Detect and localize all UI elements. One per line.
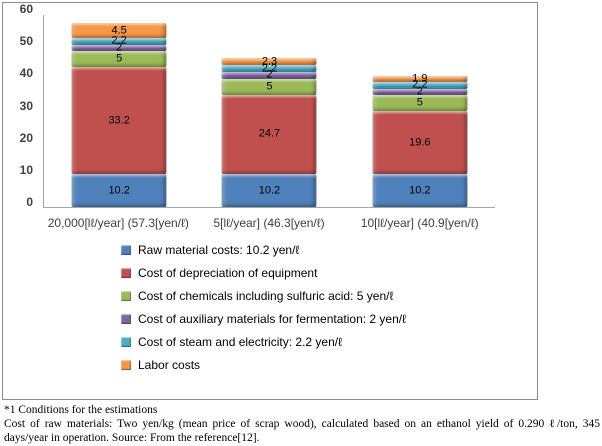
y-axis-tick: 10 [19,162,33,177]
category-label: 5[lℓ/year] (46.3[yen/ℓ) [213,216,325,230]
segment-value-label: 5 [116,52,123,65]
legend-swatch-icon [121,267,131,278]
bar-segment: 4.5 [71,23,167,38]
legend-swatch-icon [121,359,131,370]
bar-stack: 2.3 2.2 2 5 24.7 10.2 [221,56,317,207]
legend-swatch-icon [121,336,131,347]
segment-value-label: 10.2 [409,184,431,197]
y-axis-tick: 50 [19,34,33,49]
bar-segment: 2 [71,42,167,53]
footnote-line1: *1 Conditions for the estimations [4,404,158,416]
segment-value-label: 10.2 [108,184,130,197]
segment-value-label: 4.5 [111,24,127,37]
footnote-text: Cost of raw materials: Two yen/kg (mean … [4,418,600,444]
segment-value-label: 5 [266,80,273,93]
legend-item: Cost of auxiliary materials for fermenta… [121,311,537,326]
bar-segment: 2.2 [71,35,167,46]
bar-segment: 10.2 [372,174,468,207]
bar-segment: 10.2 [71,174,167,207]
legend-swatch-icon [121,290,131,301]
category-label: 20,000[lℓ/year] (57.3[yen/ℓ) [47,216,189,230]
category-label: 10[lℓ/year] (40.9[yen/ℓ) [360,216,479,230]
segment-value-label: 33.2 [108,114,130,127]
legend: Raw material costs: 10.2 yen/ℓ Cost of de… [121,242,537,372]
bar-segment: 10.2 [221,174,317,207]
legend-swatch-icon [121,313,131,324]
segment-value-label: 19.6 [409,136,431,149]
bar-segment: 24.7 [221,94,317,175]
legend-item: Cost of chemicals including sulfuric aci… [121,288,537,303]
legend-swatch-icon [121,244,131,255]
legend-label: Cost of auxiliary materials for fermenta… [138,311,406,326]
bar-stack: 1.9 2.2 2 5 19.6 10.2 [372,73,468,207]
y-axis-tick: 20 [19,130,33,145]
bar-segment: 2.2 [221,63,317,74]
chart-frame: 0 10 20 30 40 50 60 4.5 2.2 2 5 33.2 10.2 2.3 2.2 2 5 24… [2,2,538,400]
bar-segment: 2.3 [221,56,317,67]
bar-segment: 2 [221,69,317,80]
x-axis-labels: 20,000[lℓ/year] (57.3[yen/ℓ) 5[lℓ/year] (… [43,216,495,230]
legend-item: Labor costs [121,357,537,372]
bar-segment: 5 [372,95,468,112]
bar-column: 1.9 2.2 2 5 19.6 10.2 [345,15,495,207]
legend-label: Cost of steam and electricity: 2.2 yen/ℓ [138,334,342,349]
bar-segment: 5 [71,51,167,68]
stacked-bar-plot: 4.5 2.2 2 5 33.2 10.2 2.3 2.2 2 5 24.7 10.2 1.9 2.2 2 5… [43,15,495,208]
bar-segment: 2.2 [372,79,468,90]
footnote: *1 Conditions for the estimations Cost o… [4,403,600,445]
legend-label: Cost of depreciation of equipment [138,265,318,280]
bar-segment: 5 [221,78,317,95]
y-axis-tick: 0 [26,195,33,209]
legend-item: Cost of steam and electricity: 2.2 yen/ℓ [121,334,537,349]
bar-stack: 4.5 2.2 2 5 33.2 10.2 [71,23,167,207]
bar-segment: 33.2 [71,67,167,175]
bar-segment: 2 [372,86,468,97]
segment-value-label: 10.2 [258,184,281,197]
y-axis-tick: 40 [19,66,33,81]
bar-segment: 19.6 [372,111,468,175]
legend-item: Cost of depreciation of equipment [121,265,537,280]
bar-column: 2.3 2.2 2 5 24.7 10.2 [194,15,344,207]
y-axis-tick: 60 [19,2,33,16]
legend-label: Cost of chemicals including sulfuric aci… [138,288,394,303]
legend-label: Labor costs [138,357,201,372]
y-axis: 0 10 20 30 40 50 60 [3,3,43,209]
bar-column: 4.5 2.2 2 5 33.2 10.2 [44,15,194,207]
legend-label: Raw material costs: 10.2 yen/ℓ [138,242,300,257]
y-axis-tick: 30 [19,98,33,113]
segment-value-label: 5 [416,96,423,109]
legend-item: Raw material costs: 10.2 yen/ℓ [121,242,537,257]
segment-value-label: 24.7 [258,127,281,140]
